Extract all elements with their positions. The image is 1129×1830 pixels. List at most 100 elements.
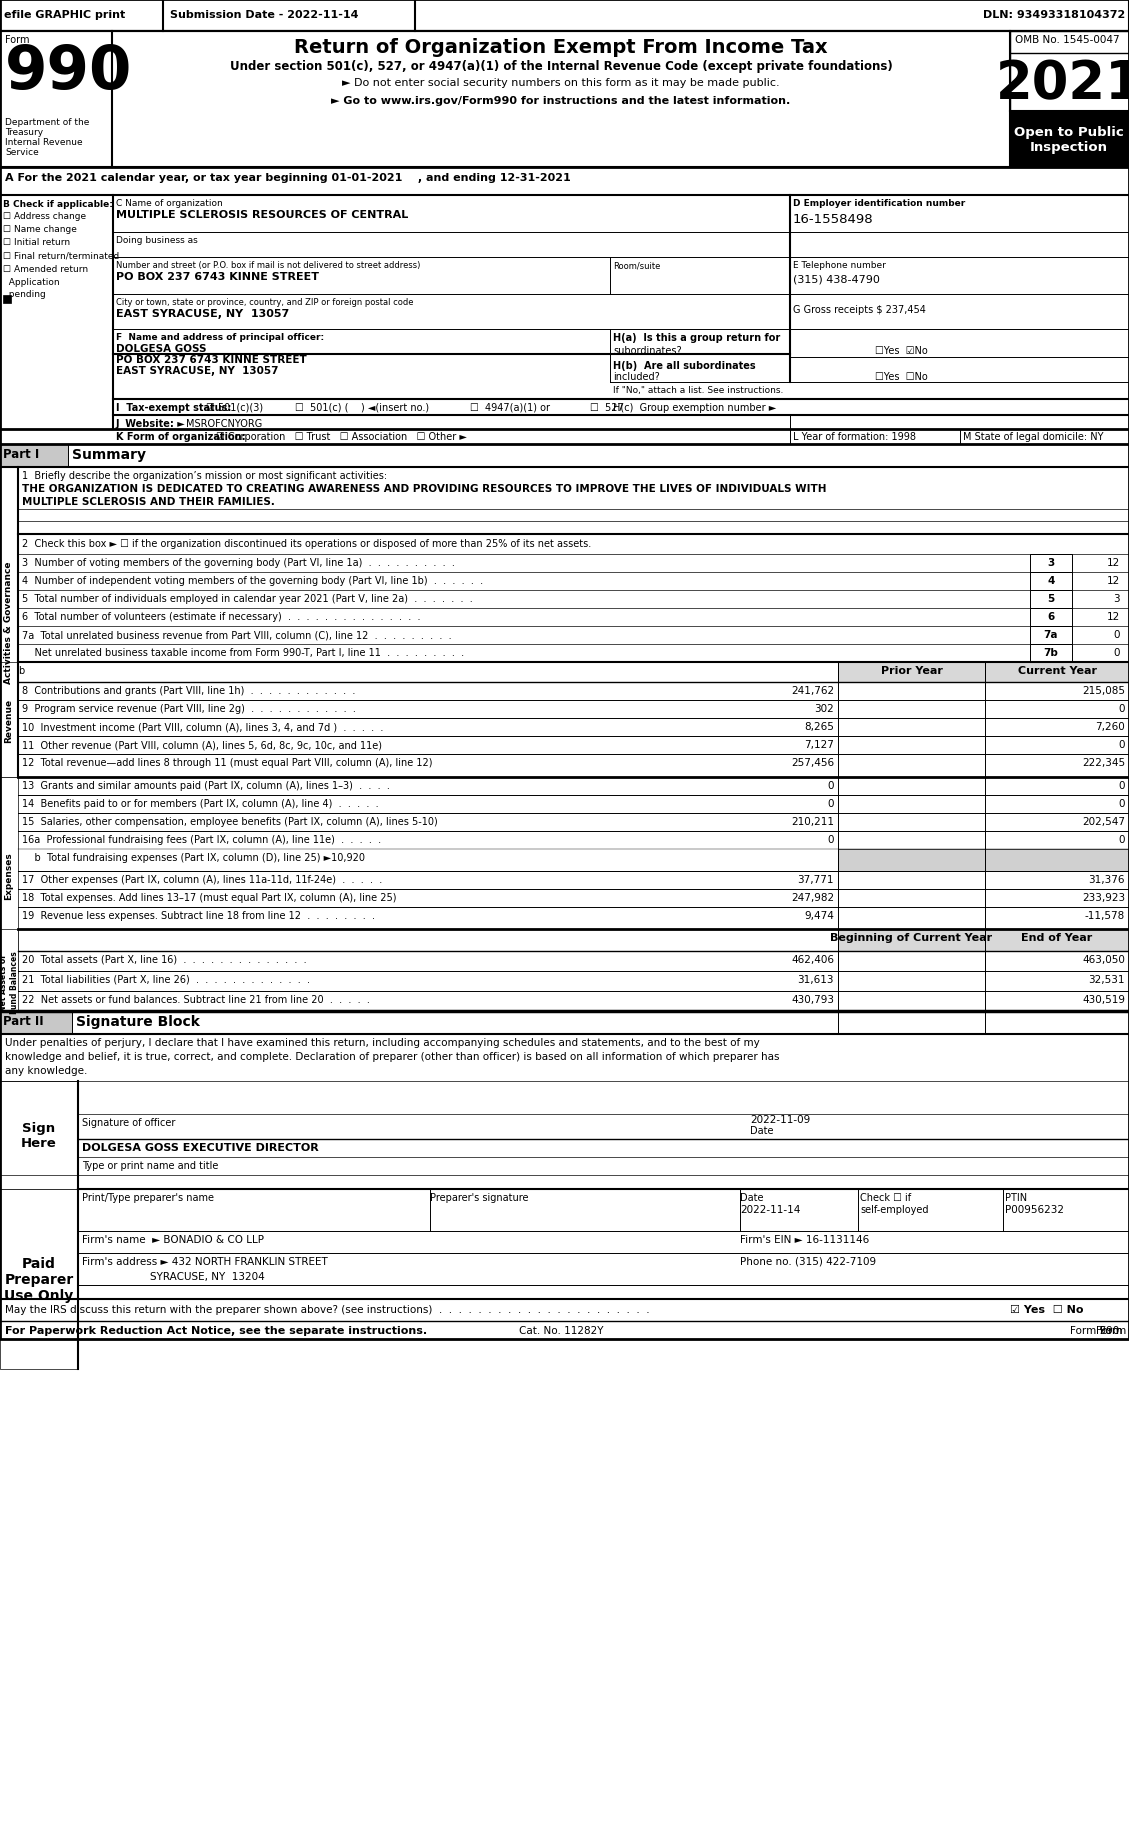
Text: self-employed: self-employed bbox=[860, 1204, 928, 1215]
Text: Open to Public
Inspection: Open to Public Inspection bbox=[1014, 126, 1123, 154]
Text: Service: Service bbox=[5, 148, 38, 157]
Text: ☐  501(c) (    ) ◄(insert no.): ☐ 501(c) ( ) ◄(insert no.) bbox=[295, 403, 429, 414]
Text: End of Year: End of Year bbox=[1022, 933, 1093, 942]
Text: 15  Salaries, other compensation, employee benefits (Part IX, column (A), lines : 15 Salaries, other compensation, employe… bbox=[21, 816, 438, 827]
Text: 247,982: 247,982 bbox=[791, 893, 834, 902]
Text: H(a)  Is this a group return for: H(a) Is this a group return for bbox=[613, 333, 780, 342]
Text: 0: 0 bbox=[1113, 648, 1120, 657]
Text: ☐Yes  ☐No: ☐Yes ☐No bbox=[875, 371, 928, 382]
Text: Form: Form bbox=[1100, 1325, 1129, 1336]
Text: Summary: Summary bbox=[72, 448, 146, 461]
Text: Internal Revenue: Internal Revenue bbox=[5, 137, 82, 146]
Text: subordinates?: subordinates? bbox=[613, 346, 682, 355]
Text: 2022-11-09: 2022-11-09 bbox=[750, 1114, 811, 1124]
Text: ► Go to www.irs.gov/Form990 for instructions and the latest information.: ► Go to www.irs.gov/Form990 for instruct… bbox=[332, 95, 790, 106]
Text: Under section 501(c), 527, or 4947(a)(1) of the Internal Revenue Code (except pr: Under section 501(c), 527, or 4947(a)(1)… bbox=[229, 60, 892, 73]
Bar bbox=[984, 930, 1129, 952]
Text: 990: 990 bbox=[1127, 1325, 1129, 1338]
Text: M State of legal domicile: NY: M State of legal domicile: NY bbox=[963, 432, 1103, 441]
Text: 9  Program service revenue (Part VIII, line 2g)  .  .  .  .  .  .  .  .  .  .  .: 9 Program service revenue (Part VIII, li… bbox=[21, 703, 356, 714]
Text: E Telephone number: E Telephone number bbox=[793, 262, 886, 269]
Text: 0: 0 bbox=[1119, 703, 1124, 714]
Text: Application: Application bbox=[3, 278, 60, 287]
Text: 12: 12 bbox=[1106, 558, 1120, 567]
Text: For Paperwork Reduction Act Notice, see the separate instructions.: For Paperwork Reduction Act Notice, see … bbox=[5, 1325, 427, 1336]
Bar bbox=[0, 1190, 78, 1369]
Text: Revenue: Revenue bbox=[5, 697, 14, 743]
Text: ☐ Initial return: ☐ Initial return bbox=[3, 238, 70, 247]
Text: Form: Form bbox=[1095, 1325, 1124, 1336]
Text: Sign
Here: Sign Here bbox=[21, 1122, 56, 1149]
Text: Submission Date - 2022-11-14: Submission Date - 2022-11-14 bbox=[170, 9, 359, 20]
Text: b: b bbox=[18, 666, 24, 675]
Text: 2021: 2021 bbox=[996, 59, 1129, 110]
Text: b  Total fundraising expenses (Part IX, column (D), line 25) ►10,920: b Total fundraising expenses (Part IX, c… bbox=[21, 853, 365, 862]
Text: 990: 990 bbox=[5, 42, 132, 102]
Text: 0: 0 bbox=[828, 781, 834, 791]
Text: Form: Form bbox=[5, 35, 29, 46]
Bar bbox=[1030, 554, 1073, 573]
Text: Firm's EIN ► 16-1131146: Firm's EIN ► 16-1131146 bbox=[739, 1233, 869, 1244]
Text: ☐ Final return/terminated: ☐ Final return/terminated bbox=[3, 251, 120, 260]
Text: 37,771: 37,771 bbox=[797, 875, 834, 884]
Text: 5  Total number of individuals employed in calendar year 2021 (Part V, line 2a) : 5 Total number of individuals employed i… bbox=[21, 593, 473, 604]
Text: Department of the: Department of the bbox=[5, 117, 89, 126]
Text: 14  Benefits paid to or for members (Part IX, column (A), line 4)  .  .  .  .  .: 14 Benefits paid to or for members (Part… bbox=[21, 798, 378, 809]
Bar bbox=[0, 468, 18, 778]
Text: H(c)  Group exemption number ►: H(c) Group exemption number ► bbox=[613, 403, 777, 414]
Text: 22  Net assets or fund balances. Subtract line 21 from line 20  .  .  .  .  .: 22 Net assets or fund balances. Subtract… bbox=[21, 994, 370, 1005]
Text: 0: 0 bbox=[1119, 834, 1124, 844]
Text: Form 990: Form 990 bbox=[1070, 1325, 1119, 1336]
Text: City or town, state or province, country, and ZIP or foreign postal code: City or town, state or province, country… bbox=[116, 298, 413, 307]
Text: L Year of formation: 1998: L Year of formation: 1998 bbox=[793, 432, 916, 441]
Text: Paid
Preparer
Use Only: Paid Preparer Use Only bbox=[5, 1255, 73, 1303]
Text: 3  Number of voting members of the governing body (Part VI, line 1a)  .  .  .  .: 3 Number of voting members of the govern… bbox=[21, 558, 455, 567]
Text: THE ORGANIZATION IS DEDICATED TO CREATING AWARENESS AND PROVIDING RESOURCES TO I: THE ORGANIZATION IS DEDICATED TO CREATIN… bbox=[21, 483, 826, 494]
Text: 31,376: 31,376 bbox=[1088, 875, 1124, 884]
Text: PO BOX 237 6743 KINNE STREET: PO BOX 237 6743 KINNE STREET bbox=[116, 355, 307, 364]
Text: 0: 0 bbox=[828, 798, 834, 809]
Bar bbox=[838, 849, 1129, 871]
Text: included?: included? bbox=[613, 371, 659, 382]
Text: 241,762: 241,762 bbox=[791, 686, 834, 695]
Text: 8  Contributions and grants (Part VIII, line 1h)  .  .  .  .  .  .  .  .  .  .  : 8 Contributions and grants (Part VIII, l… bbox=[21, 686, 356, 695]
Text: Type or print name and title: Type or print name and title bbox=[82, 1160, 218, 1171]
Text: 13  Grants and similar amounts paid (Part IX, column (A), lines 1–3)  .  .  .  .: 13 Grants and similar amounts paid (Part… bbox=[21, 781, 390, 791]
Text: 202,547: 202,547 bbox=[1082, 816, 1124, 827]
Text: 0: 0 bbox=[828, 834, 834, 844]
Text: 2022-11-14: 2022-11-14 bbox=[739, 1204, 800, 1215]
Text: efile GRAPHIC print: efile GRAPHIC print bbox=[5, 9, 125, 20]
Text: 0: 0 bbox=[1113, 630, 1120, 640]
Text: K Form of organization:: K Form of organization: bbox=[116, 432, 246, 441]
Bar bbox=[838, 662, 984, 683]
Text: 4  Number of independent voting members of the governing body (Part VI, line 1b): 4 Number of independent voting members o… bbox=[21, 576, 483, 586]
Text: Doing business as: Doing business as bbox=[116, 236, 198, 245]
Bar bbox=[0, 778, 18, 974]
Text: ☐ Name change: ☐ Name change bbox=[3, 225, 77, 234]
Text: Current Year: Current Year bbox=[1017, 666, 1096, 675]
Bar bbox=[3, 296, 11, 304]
Text: ☑ Yes  ☐ No: ☑ Yes ☐ No bbox=[1010, 1305, 1084, 1314]
Text: Prior Year: Prior Year bbox=[881, 666, 943, 675]
Text: I  Tax-exempt status:: I Tax-exempt status: bbox=[116, 403, 231, 414]
Text: 3: 3 bbox=[1113, 593, 1120, 604]
Bar bbox=[0, 168, 1129, 196]
Bar bbox=[0, 445, 1129, 468]
Text: ☐ Amended return: ☐ Amended return bbox=[3, 265, 88, 274]
Text: Net unrelated business taxable income from Form 990-T, Part I, line 11  .  .  . : Net unrelated business taxable income fr… bbox=[21, 648, 464, 657]
Text: 31,613: 31,613 bbox=[797, 974, 834, 985]
Text: -11,578: -11,578 bbox=[1085, 911, 1124, 920]
Bar bbox=[1030, 644, 1073, 662]
Bar bbox=[0, 662, 18, 778]
Text: ☐Yes  ☑No: ☐Yes ☑No bbox=[875, 346, 928, 355]
Text: Under penalties of perjury, I declare that I have examined this return, includin: Under penalties of perjury, I declare th… bbox=[5, 1038, 760, 1047]
Text: 1  Briefly describe the organization’s mission or most significant activities:: 1 Briefly describe the organization’s mi… bbox=[21, 470, 387, 481]
Text: 16-1558498: 16-1558498 bbox=[793, 212, 874, 225]
Bar bbox=[0, 31, 1129, 168]
Text: Date: Date bbox=[750, 1125, 773, 1135]
Bar bbox=[0, 445, 68, 468]
Text: Part II: Part II bbox=[3, 1014, 44, 1027]
Bar bbox=[984, 662, 1129, 683]
Text: 302: 302 bbox=[814, 703, 834, 714]
Text: 11  Other revenue (Part VIII, column (A), lines 5, 6d, 8c, 9c, 10c, and 11e): 11 Other revenue (Part VIII, column (A),… bbox=[21, 739, 382, 750]
